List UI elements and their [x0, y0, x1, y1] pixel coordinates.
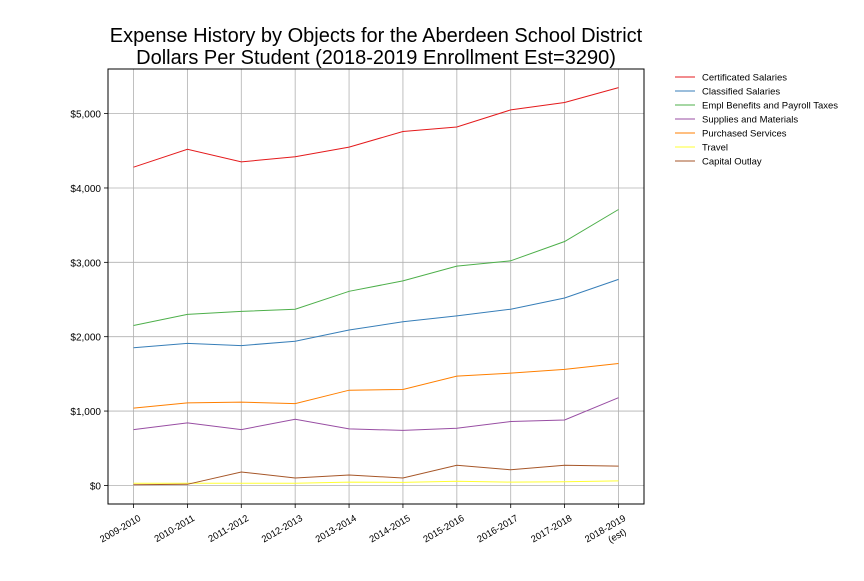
chart-title: Expense History by Objects for the Aberd… — [110, 25, 643, 47]
x-tick-label: 2016-2017 — [475, 513, 520, 545]
legend-label: Empl Benefits and Payroll Taxes — [702, 101, 838, 112]
x-tick-label-group: 2015-2016 — [421, 513, 466, 545]
y-tick-label: $4,000 — [70, 184, 101, 195]
series-line-classified-salaries — [133, 278, 619, 349]
x-tick-label: 2014-2015 — [368, 513, 413, 545]
y-tick-label: $3,000 — [70, 258, 101, 269]
y-tick-label: $0 — [90, 481, 102, 492]
legend-label: Classified Salaries — [702, 87, 780, 98]
series-line-certificated-salaries — [133, 87, 619, 168]
x-tick-label: 2017-2018 — [529, 513, 574, 545]
plot-area — [107, 68, 645, 505]
y-tick-label: $2,000 — [70, 333, 101, 344]
legend-label: Supplies and Materials — [702, 115, 798, 126]
x-tick-label: 2009-2010 — [98, 513, 143, 545]
series-line-supplies-and-materials — [133, 397, 619, 431]
legend: Certificated Salaries Classified Salaries… — [675, 73, 838, 168]
legend-label: Travel — [702, 143, 728, 154]
legend-label: Capital Outlay — [702, 157, 762, 168]
series-lines — [133, 87, 619, 486]
x-tick-label-group: 2013-2014 — [314, 513, 359, 545]
y-tick-label: $1,000 — [70, 407, 101, 418]
x-axis: 2009-2010 2010-2011 2011-2012 2012-2013 2013… — [98, 504, 628, 546]
x-tick-label: 2010-2011 — [153, 513, 197, 545]
x-tick-label-group: 2012-2013 — [260, 513, 305, 545]
series-line-empl-benefits-and-payroll-taxes — [133, 209, 619, 326]
legend-label: Purchased Services — [702, 129, 787, 140]
x-tick-label: 2013-2014 — [314, 513, 359, 545]
series-line-purchased-services — [133, 363, 619, 409]
x-tick-label: 2015-2016 — [421, 513, 466, 545]
x-tick-label: 2011-2012 — [207, 513, 251, 545]
x-tick-label-group: 2011-2012 — [207, 513, 251, 545]
x-tick-label-group: 2010-2011 — [153, 513, 197, 545]
x-tick-label-group: 2009-2010 — [98, 513, 143, 545]
x-tick-label-group: 2014-2015 — [368, 513, 413, 545]
x-tick-label-group: 2017-2018 — [529, 513, 574, 545]
chart-subtitle: Dollars Per Student (2018-2019 Enrollmen… — [136, 47, 616, 69]
x-tick-label-group: 2016-2017 — [475, 513, 520, 545]
x-tick-label-group: 2018-2019(est) — [583, 513, 628, 546]
legend-label: Certificated Salaries — [702, 73, 787, 84]
series-line-travel — [133, 480, 619, 484]
grid-lines — [108, 69, 644, 504]
y-tick-label: $5,000 — [70, 110, 101, 121]
x-tick-label: 2012-2013 — [260, 513, 305, 545]
y-axis: $0 $1,000 $2,000 $3,000 $4,000 $5,000 — [70, 110, 108, 492]
series-line-capital-outlay — [133, 464, 619, 486]
